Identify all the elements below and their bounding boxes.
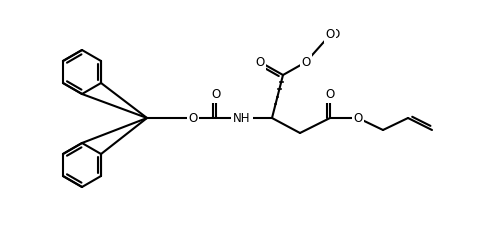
Text: O: O xyxy=(188,112,198,124)
Text: NH: NH xyxy=(233,112,251,124)
Text: O: O xyxy=(211,89,221,102)
Text: O: O xyxy=(301,55,310,69)
Text: O: O xyxy=(326,29,335,41)
Text: O: O xyxy=(330,29,339,41)
Text: O: O xyxy=(353,112,362,124)
Text: O: O xyxy=(326,89,335,102)
Text: O: O xyxy=(256,55,265,69)
